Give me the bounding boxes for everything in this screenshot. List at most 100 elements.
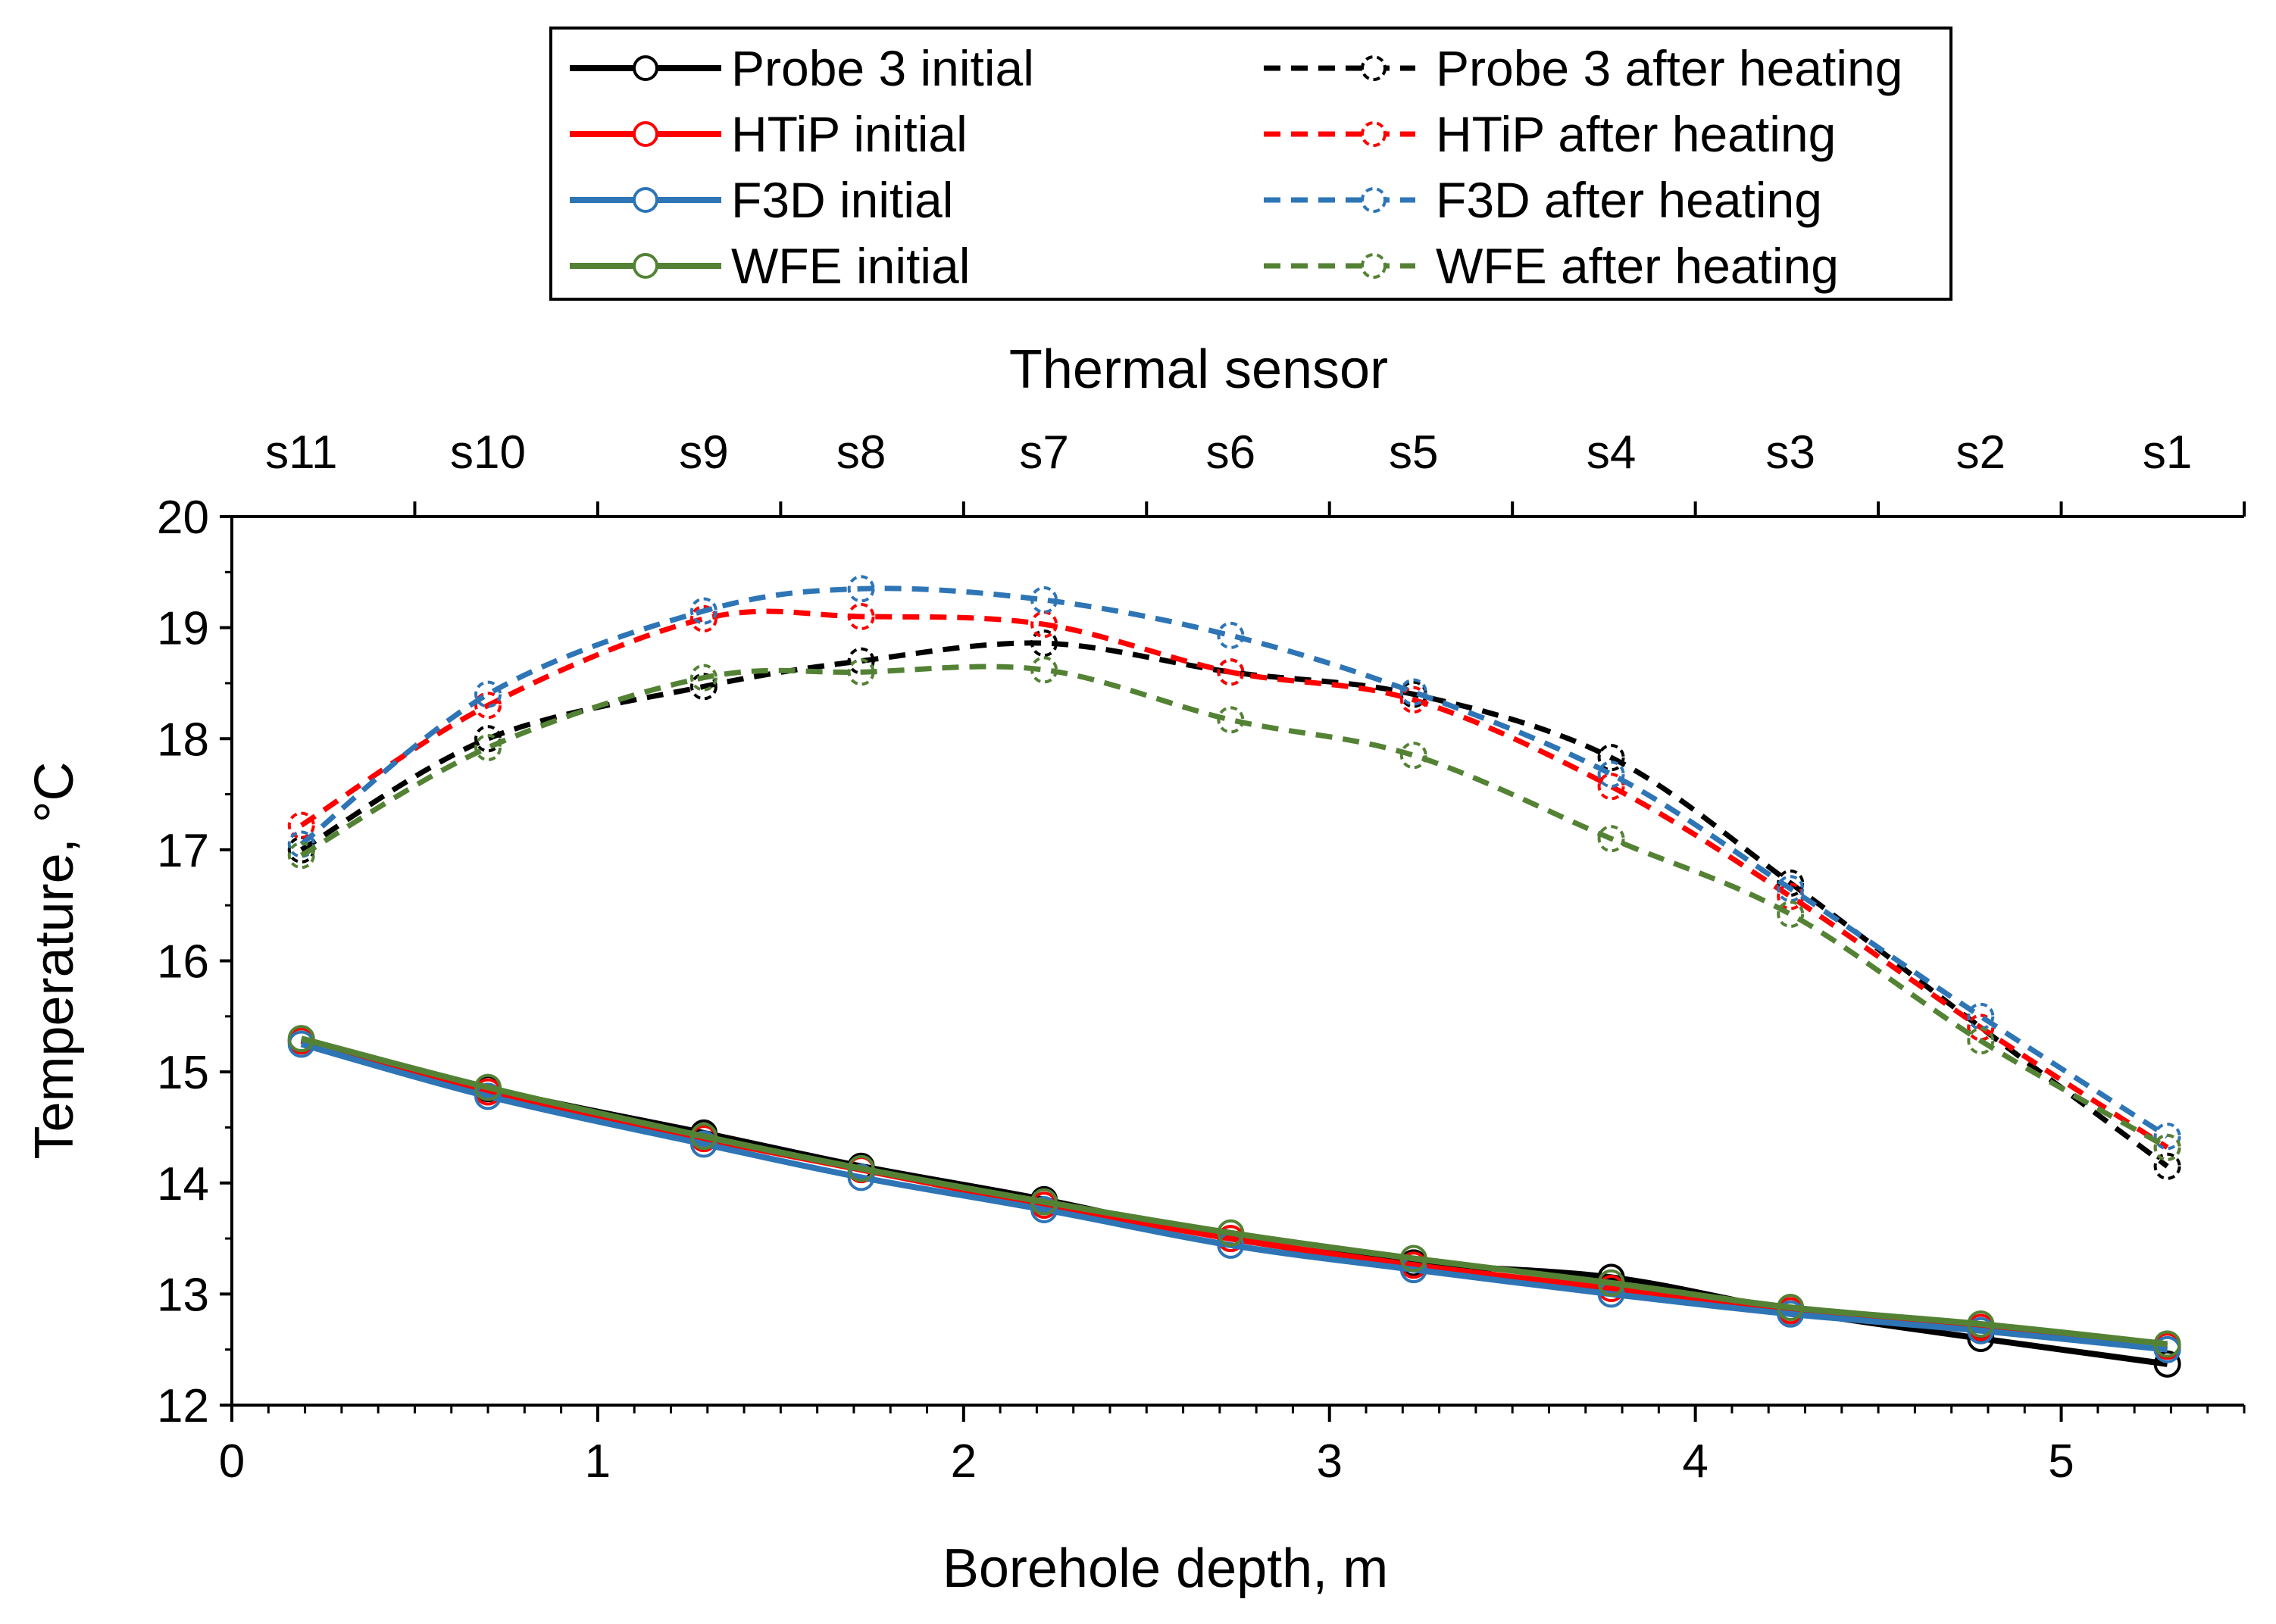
- x-tick-label: 5: [2048, 1435, 2074, 1488]
- data-point: [847, 602, 875, 630]
- y-tick-label: 20: [157, 492, 209, 544]
- legend-marker: [1361, 187, 1387, 213]
- top-axis-sensor-label: s4: [1587, 426, 1636, 479]
- legend-label: F3D after heating: [1436, 172, 1822, 228]
- data-point: [1399, 742, 1427, 770]
- legend-marker: [1361, 253, 1387, 279]
- data-point: [1030, 1195, 1058, 1223]
- y-tick-label: 14: [157, 1158, 209, 1210]
- series-f3d-after-heating: [287, 575, 2181, 1151]
- data-point: [847, 575, 875, 603]
- legend-item-f3d-initial: F3D initial: [570, 172, 953, 228]
- data-point: [1217, 621, 1245, 649]
- data-point: [1967, 1310, 1995, 1338]
- data-point: [2153, 1133, 2181, 1161]
- top-axis-sensor-label: s11: [265, 426, 337, 479]
- series-line-probe-3-after-heating: [299, 640, 2169, 1169]
- data-point: [1777, 1300, 1805, 1328]
- data-point: [2153, 1330, 2181, 1358]
- legend-item-f3d-after-heating: F3D after heating: [1264, 172, 1822, 228]
- data-point: [689, 604, 718, 632]
- data-point: [1597, 760, 1625, 789]
- data-point: [1217, 1219, 1245, 1247]
- data-point: [689, 1130, 718, 1158]
- legend-label: Probe 3 initial: [731, 40, 1034, 96]
- y-tick-label: 12: [157, 1380, 209, 1432]
- data-point: [1967, 1013, 1995, 1042]
- series-line-wfe-initial: [300, 1035, 2168, 1348]
- top-axis-sensor-label: s8: [836, 426, 886, 479]
- data-point: [287, 1025, 315, 1053]
- top-axis-sensor-label: s5: [1389, 426, 1438, 479]
- data-point: [287, 842, 315, 870]
- series-wfe-after-heating: [287, 656, 2181, 1161]
- series-line-f3d-initial: [300, 1041, 2168, 1353]
- y-tick-label: 16: [157, 936, 209, 988]
- data-point: [1777, 900, 1805, 928]
- y-tick-label: 15: [157, 1047, 209, 1099]
- y-tick-label: 19: [157, 603, 209, 655]
- legend-item-probe-3-after-heating: Probe 3 after heating: [1264, 40, 1902, 96]
- top-axis-sensor-label: s1: [2143, 426, 2192, 479]
- data-point: [1399, 678, 1427, 706]
- legend-label: Probe 3 after heating: [1436, 40, 1902, 96]
- data-point: [847, 658, 875, 686]
- top-axis-sensor-label: s9: [679, 426, 728, 479]
- series-htip-after-heating: [287, 602, 2181, 1161]
- data-point: [474, 692, 502, 720]
- y-tick-label: 18: [157, 714, 209, 766]
- top-axis-sensor-label: s10: [450, 426, 526, 479]
- data-point: [474, 1073, 502, 1101]
- data-point: [1967, 1027, 1995, 1055]
- x-tick-label: 1: [585, 1435, 611, 1488]
- legend-marker: [1361, 55, 1387, 81]
- series-wfe-initial: [287, 1025, 2181, 1358]
- data-point: [689, 597, 718, 625]
- x-tick-label: 3: [1316, 1435, 1342, 1488]
- legend-marker: [633, 121, 658, 147]
- data-point: [1030, 629, 1058, 657]
- data-point: [689, 664, 718, 692]
- data-point: [1399, 1245, 1427, 1273]
- legend-item-wfe-after-heating: WFE after heating: [1264, 238, 1839, 294]
- data-point: [1030, 656, 1058, 684]
- data-point: [474, 1082, 502, 1110]
- data-point: [2153, 1152, 2181, 1180]
- data-point: [1030, 1188, 1058, 1216]
- legend-label: HTiP initial: [731, 106, 968, 162]
- series-htip-initial: [287, 1027, 2181, 1360]
- data-point: [1967, 1002, 1995, 1030]
- x-tick-label: 2: [951, 1435, 977, 1488]
- legend-marker: [633, 187, 658, 213]
- y-tick-label: 13: [157, 1269, 209, 1321]
- data-point: [1967, 1316, 1995, 1344]
- y-tick-label: 17: [157, 825, 209, 877]
- data-point: [847, 647, 875, 675]
- series-line-wfe-after-heating: [300, 664, 2169, 1150]
- data-point: [689, 673, 718, 701]
- data-point: [2153, 1350, 2181, 1378]
- data-point: [1030, 611, 1058, 639]
- data-point: [1597, 773, 1625, 801]
- top-axis-title: Thermal sensor: [1009, 339, 1388, 400]
- series-layer: [287, 575, 2181, 1378]
- data-point: [1597, 744, 1625, 772]
- x-tick-label: 4: [1682, 1435, 1708, 1488]
- data-point: [287, 830, 315, 858]
- legend-marker: [633, 55, 658, 81]
- data-point: [474, 680, 502, 708]
- data-point: [689, 1123, 718, 1151]
- data-point: [1597, 1269, 1625, 1297]
- y-axis-title: Temperature, °C: [24, 762, 85, 1160]
- top-axis-sensor-label: s2: [1956, 426, 2006, 479]
- data-point: [847, 1154, 875, 1182]
- series-line-f3d-after-heating: [299, 586, 2169, 1139]
- data-point: [1597, 825, 1625, 853]
- series-line-htip-initial: [300, 1038, 2168, 1350]
- legend-item-wfe-initial: WFE initial: [570, 238, 970, 294]
- top-axis-sensor-label: s3: [1765, 426, 1815, 479]
- legend-marker: [1361, 121, 1387, 147]
- legend-item-probe-3-initial: Probe 3 initial: [570, 40, 1034, 96]
